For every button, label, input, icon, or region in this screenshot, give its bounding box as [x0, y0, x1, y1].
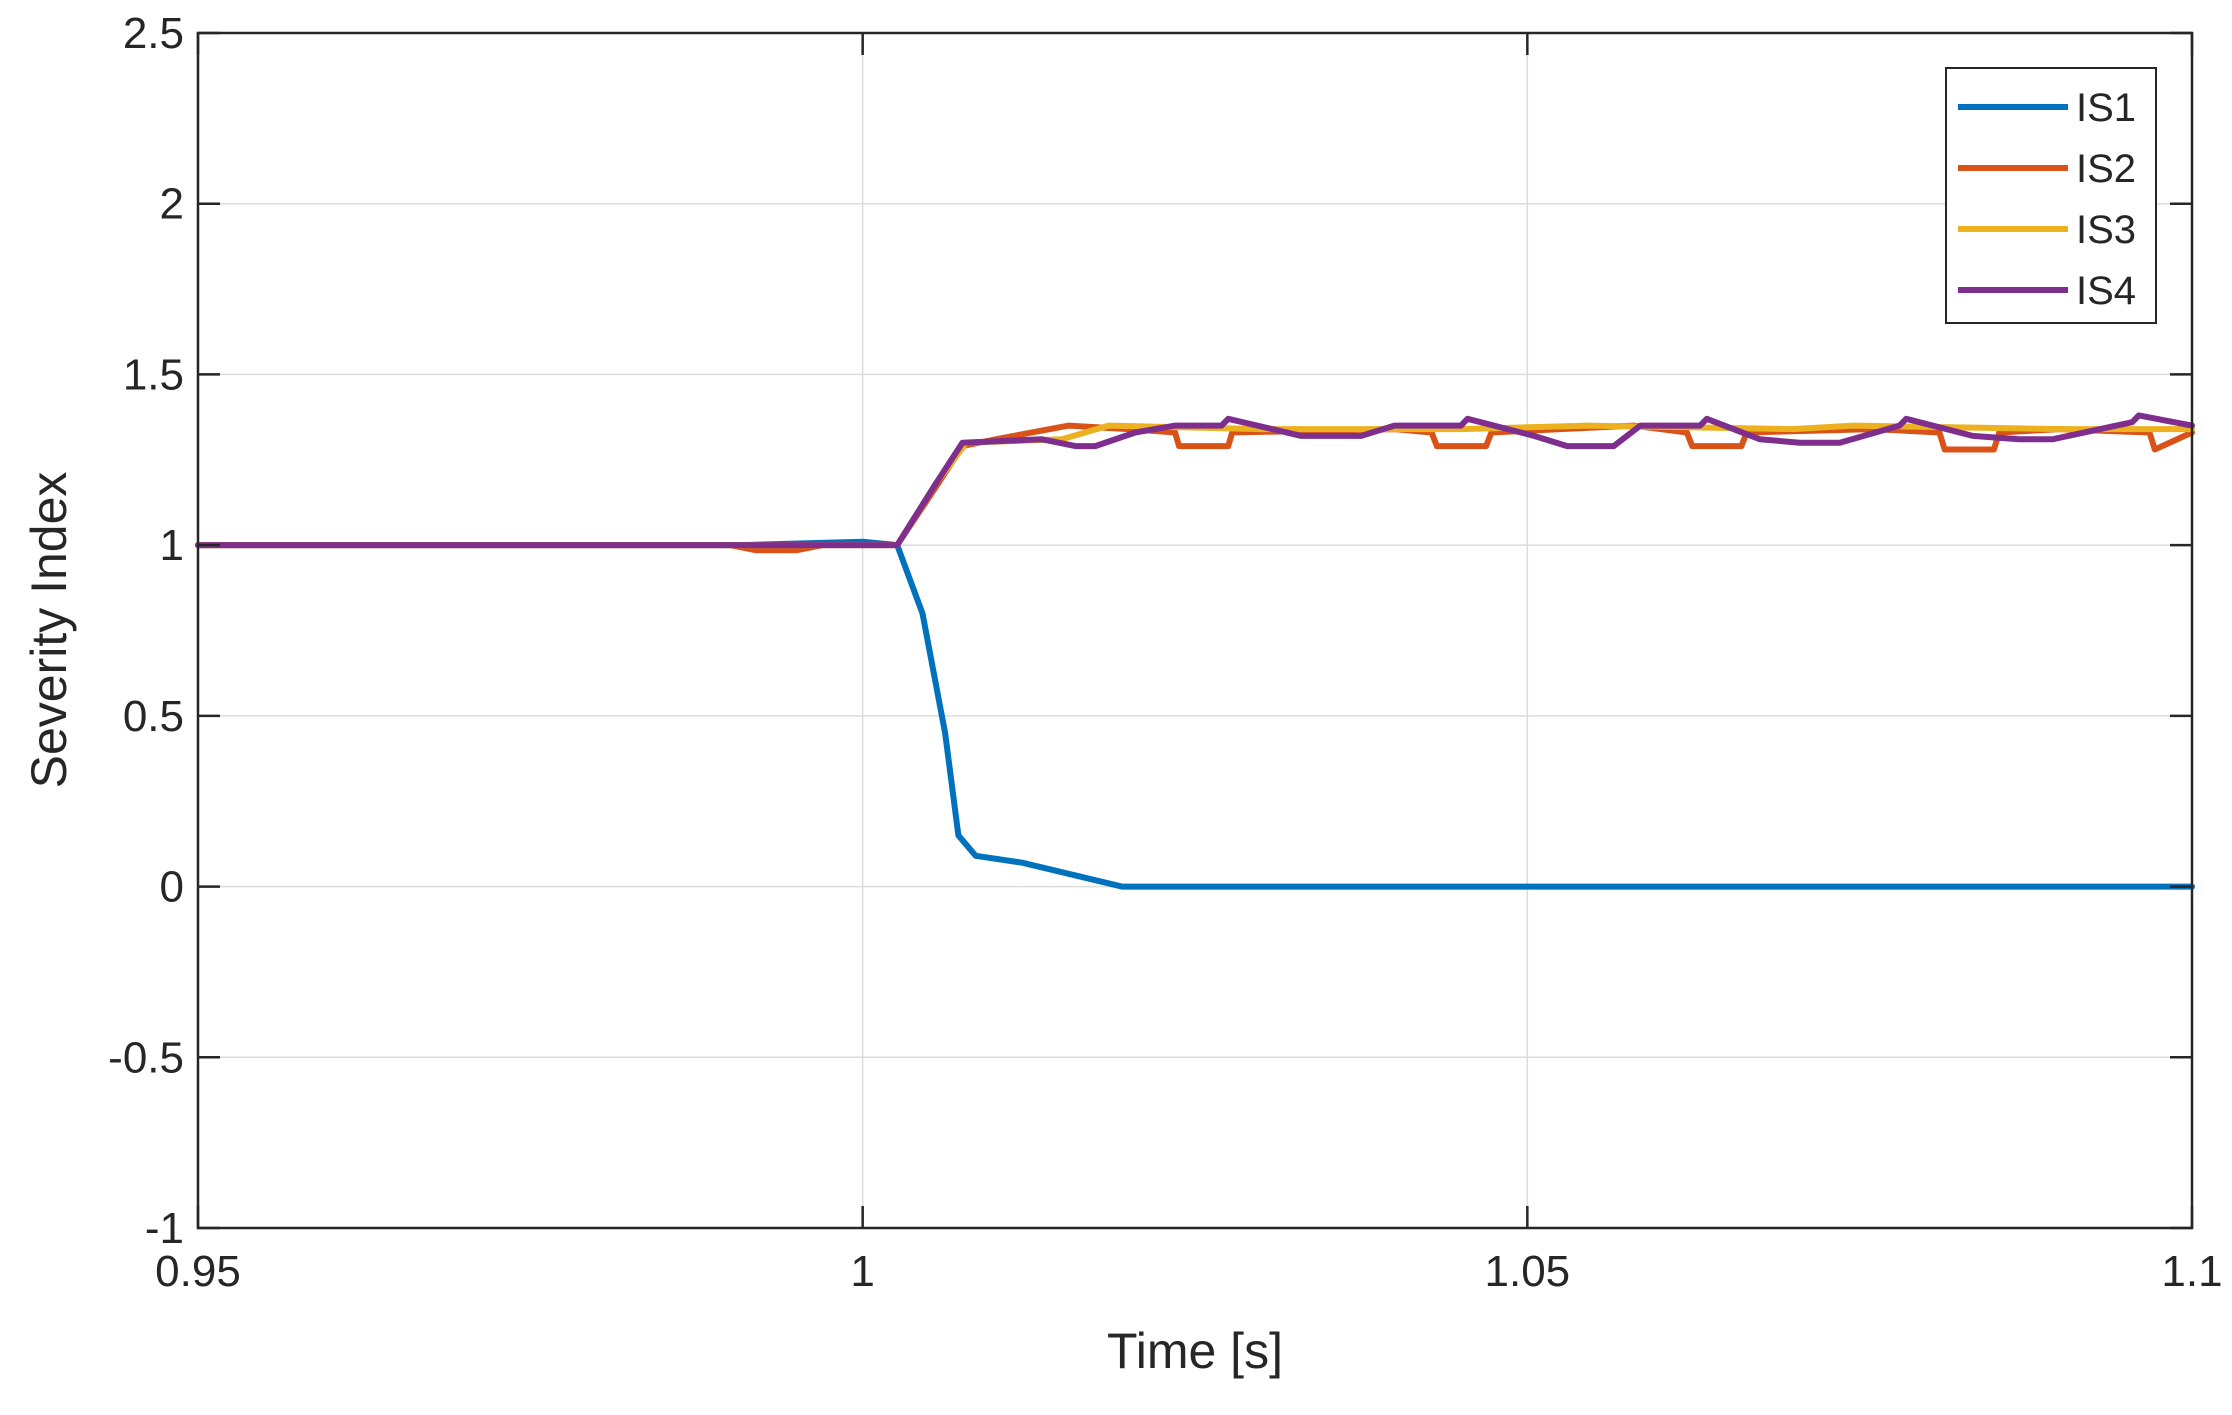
y-tick-label: 2.5	[123, 9, 184, 58]
y-tick-label: 0.5	[123, 692, 184, 741]
y-tick-label: 0	[160, 863, 184, 912]
series-line-is4	[195, 412, 2195, 549]
plot-area-frame	[196, 31, 2194, 1230]
legend-label-is3: IS3	[2076, 208, 2136, 252]
y-tick-label: 1.5	[123, 350, 184, 399]
series-lines	[195, 412, 2195, 890]
tick-labels: 0.95 1 1.05 1.1 -1 -0.5 0 0.5 1 1.5 2 2.5	[108, 9, 2222, 1296]
x-tick-label: 1	[850, 1247, 874, 1296]
y-tick-label: -0.5	[108, 1033, 184, 1082]
legend-label-is1: IS1	[2076, 86, 2136, 130]
legend-items: IS1 IS2 IS3 IS4	[1958, 86, 2136, 313]
x-tick-label: 1.1	[2161, 1247, 2222, 1296]
y-tick-label: -1	[145, 1204, 184, 1253]
x-axis-label: Time [s]	[1107, 1323, 1283, 1379]
x-tick-label: 1.05	[1485, 1247, 1571, 1296]
x-tick-label: 0.95	[155, 1247, 241, 1296]
y-tick-label: 1	[160, 521, 184, 570]
legend-label-is4: IS4	[2076, 269, 2136, 313]
y-axis-label: Severity Index	[21, 472, 77, 789]
y-tick-label: 2	[160, 180, 184, 229]
legend-box	[1945, 67, 2157, 324]
axis-ticks	[196, 31, 2194, 1230]
legend-label-is2: IS2	[2076, 147, 2136, 191]
legend: IS1 IS2 IS3 IS4	[1945, 67, 2157, 324]
